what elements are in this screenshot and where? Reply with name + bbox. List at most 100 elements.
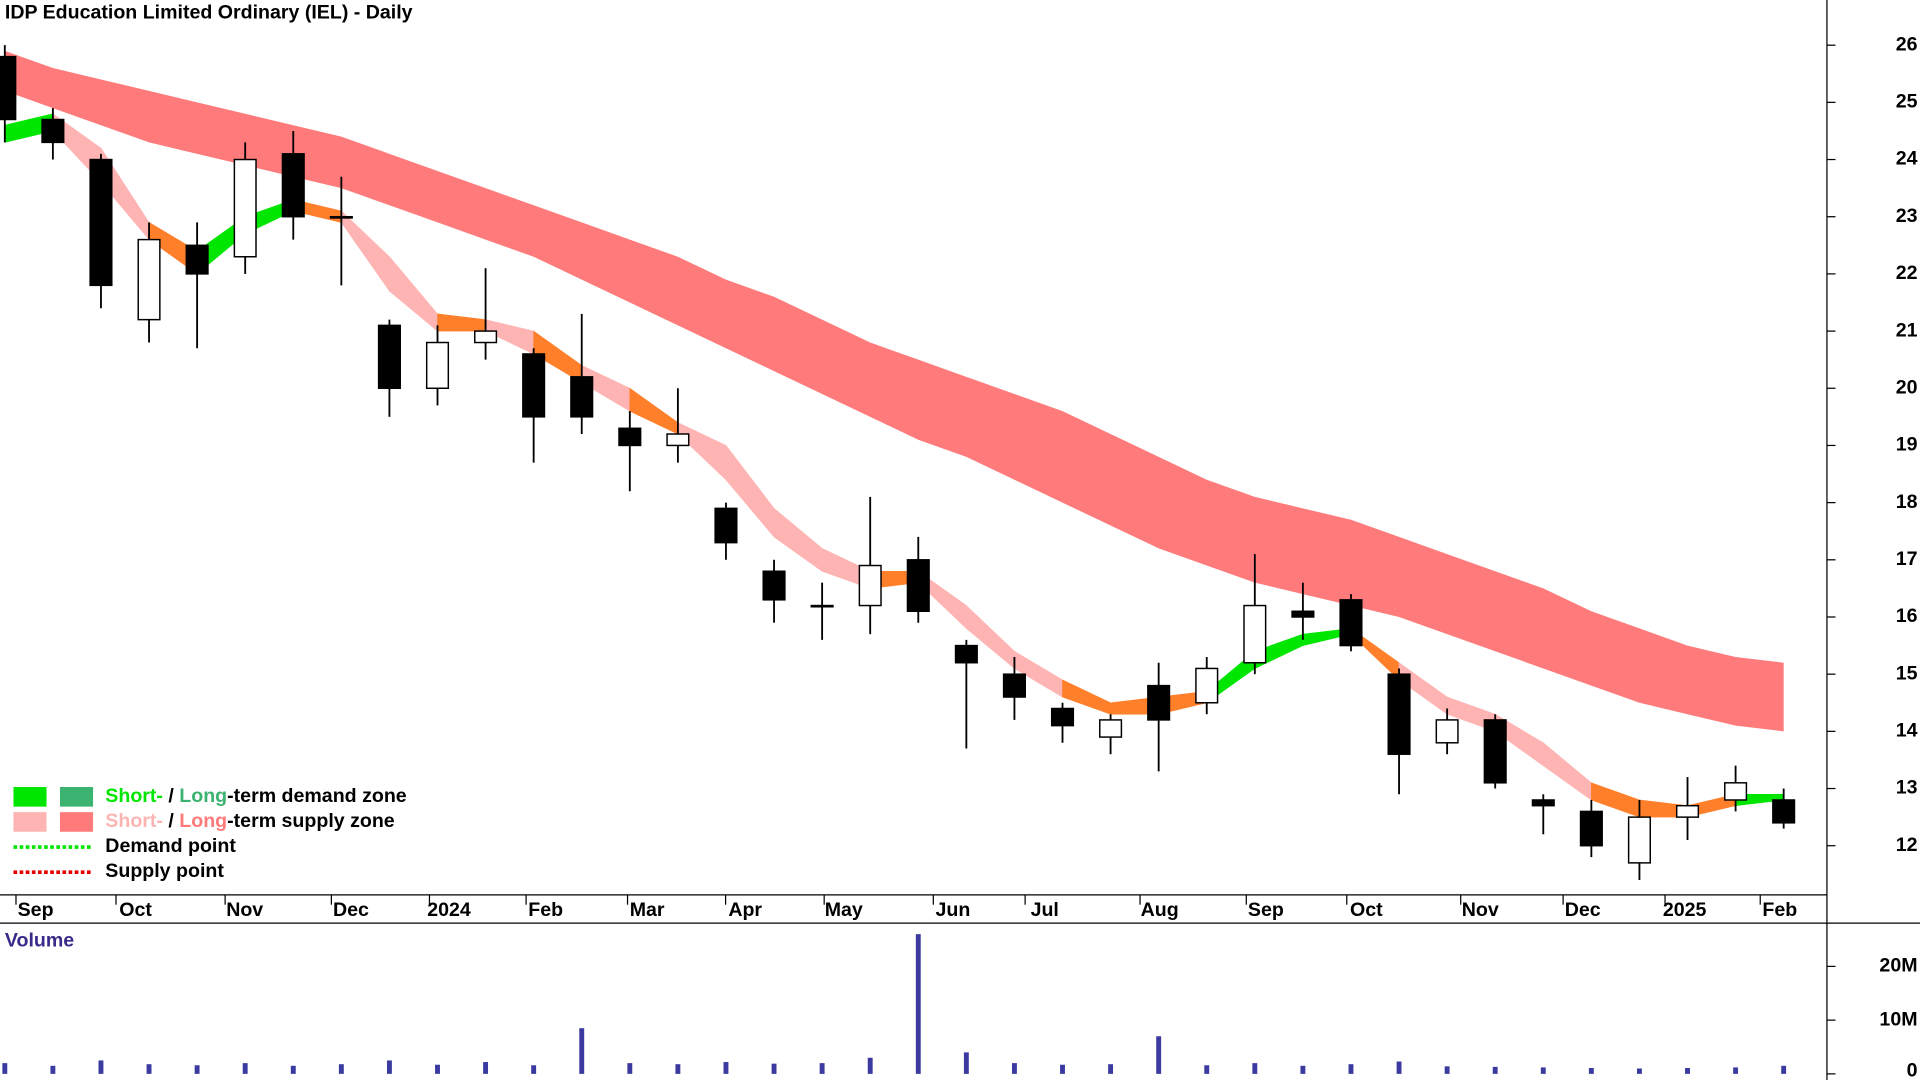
candle-body: [137, 238, 161, 321]
volume-bar: [675, 1064, 681, 1074]
x-tick-label: 2024: [427, 899, 471, 921]
candles: [0, 45, 1796, 881]
volume-bar: [1011, 1063, 1017, 1074]
volume-bar: [771, 1063, 777, 1074]
volume-bar: [1733, 1067, 1739, 1074]
y-tick-label: 15: [1896, 662, 1918, 684]
volume-bar: [98, 1060, 104, 1074]
volume-bar: [1348, 1064, 1354, 1074]
volume-bar: [867, 1057, 873, 1074]
candle-body: [425, 341, 450, 389]
volume-bar: [579, 1028, 585, 1074]
volume-bar: [627, 1063, 633, 1074]
volume-bar: [1540, 1067, 1546, 1074]
volume-bar: [338, 1064, 344, 1074]
candle-body: [522, 353, 546, 418]
volume-bar: [531, 1065, 537, 1074]
y-tick-label: 21: [1896, 319, 1918, 341]
volume-bar: [1396, 1061, 1402, 1074]
candle-body: [570, 376, 594, 418]
volume-bar: [723, 1062, 729, 1074]
volume-bar: [386, 1060, 392, 1074]
candle-body: [666, 433, 690, 447]
volume-bar: [242, 1063, 248, 1074]
candle-body: [1531, 799, 1555, 807]
y-tick-label: 26: [1896, 33, 1918, 55]
volume-tick-label: 20M: [1879, 955, 1917, 977]
candle-body: [1243, 604, 1267, 664]
candle-body: [41, 118, 65, 144]
volume-bar: [915, 934, 921, 1074]
candle-body: [1002, 673, 1026, 698]
legend-text: Short-: [105, 785, 163, 807]
volume-bar: [194, 1065, 200, 1074]
volume-bar: [1588, 1067, 1594, 1074]
volume-bar: [1685, 1067, 1690, 1074]
x-tick-label: Jun: [935, 899, 970, 921]
volume-bar: [1204, 1065, 1210, 1074]
volume-bar: [1781, 1065, 1787, 1074]
y-tick-label: 12: [1896, 834, 1918, 856]
candle-body: [1099, 719, 1123, 738]
x-tick-label: Feb: [528, 899, 563, 921]
x-tick-label: Aug: [1141, 899, 1179, 921]
legend-swatch: [60, 787, 94, 807]
y-tick-label: 18: [1896, 491, 1918, 513]
legend-swatch: [13, 812, 47, 832]
x-tick-label: Oct: [1350, 899, 1383, 921]
legend-swatch: [60, 812, 94, 832]
candle-body: [1147, 684, 1171, 721]
y-tick-label: 20: [1896, 376, 1918, 398]
candle-body: [1627, 816, 1651, 864]
x-tick-label: May: [825, 899, 863, 921]
candle-body: [1195, 667, 1219, 704]
candle-body: [1483, 719, 1507, 784]
candle-body: [185, 244, 209, 275]
volume-bar: [290, 1065, 296, 1074]
candle-body: [281, 153, 305, 218]
volume-tick-label: 10M: [1879, 1008, 1917, 1030]
candle-body: [618, 427, 642, 447]
legend-text: -term supply zone: [227, 810, 395, 832]
legend-text: /: [163, 785, 179, 807]
volume-bar: [1252, 1063, 1258, 1074]
x-tick-label: Jul: [1031, 899, 1059, 921]
y-tick-label: 23: [1896, 205, 1918, 227]
candle-body: [954, 644, 978, 664]
legend-label: Demand point: [105, 835, 236, 857]
volume-bar: [1444, 1066, 1450, 1074]
x-tick-label: Nov: [226, 899, 263, 921]
legend-text: Supply point: [105, 860, 224, 882]
candle-body: [233, 158, 257, 258]
candle-body: [89, 158, 113, 287]
volume-bar: [1108, 1064, 1114, 1074]
legend-label: Short- / Long-term supply zone: [105, 810, 395, 832]
bands: [4, 50, 1784, 818]
y-tick-label: 17: [1896, 548, 1918, 570]
candle-body: [1724, 782, 1748, 801]
y-tick-label: 22: [1896, 262, 1918, 284]
volume-bar: [1156, 1036, 1162, 1074]
legend-label: Supply point: [105, 860, 224, 882]
candle-body: [1050, 707, 1075, 727]
x-tick-label: Feb: [1762, 899, 1797, 921]
candle-body: [762, 570, 786, 601]
y-tick-label: 16: [1896, 605, 1918, 627]
volume-bar: [819, 1063, 825, 1074]
candle-body: [1435, 719, 1459, 744]
x-tick-label: Nov: [1462, 899, 1499, 921]
volume-tick-label: 0: [1907, 1060, 1918, 1080]
x-tick-label: Dec: [1565, 899, 1601, 921]
x-tick-label: Mar: [630, 899, 665, 921]
candle-body: [474, 330, 498, 344]
x-tick-label: Sep: [18, 899, 54, 921]
volume-bar: [963, 1052, 969, 1074]
volume-bar: [1060, 1064, 1065, 1074]
y-tick-label: 19: [1896, 434, 1918, 456]
volume-bar: [1300, 1065, 1306, 1074]
volume-title: Volume: [5, 930, 74, 952]
y-tick-label: 25: [1896, 91, 1918, 113]
